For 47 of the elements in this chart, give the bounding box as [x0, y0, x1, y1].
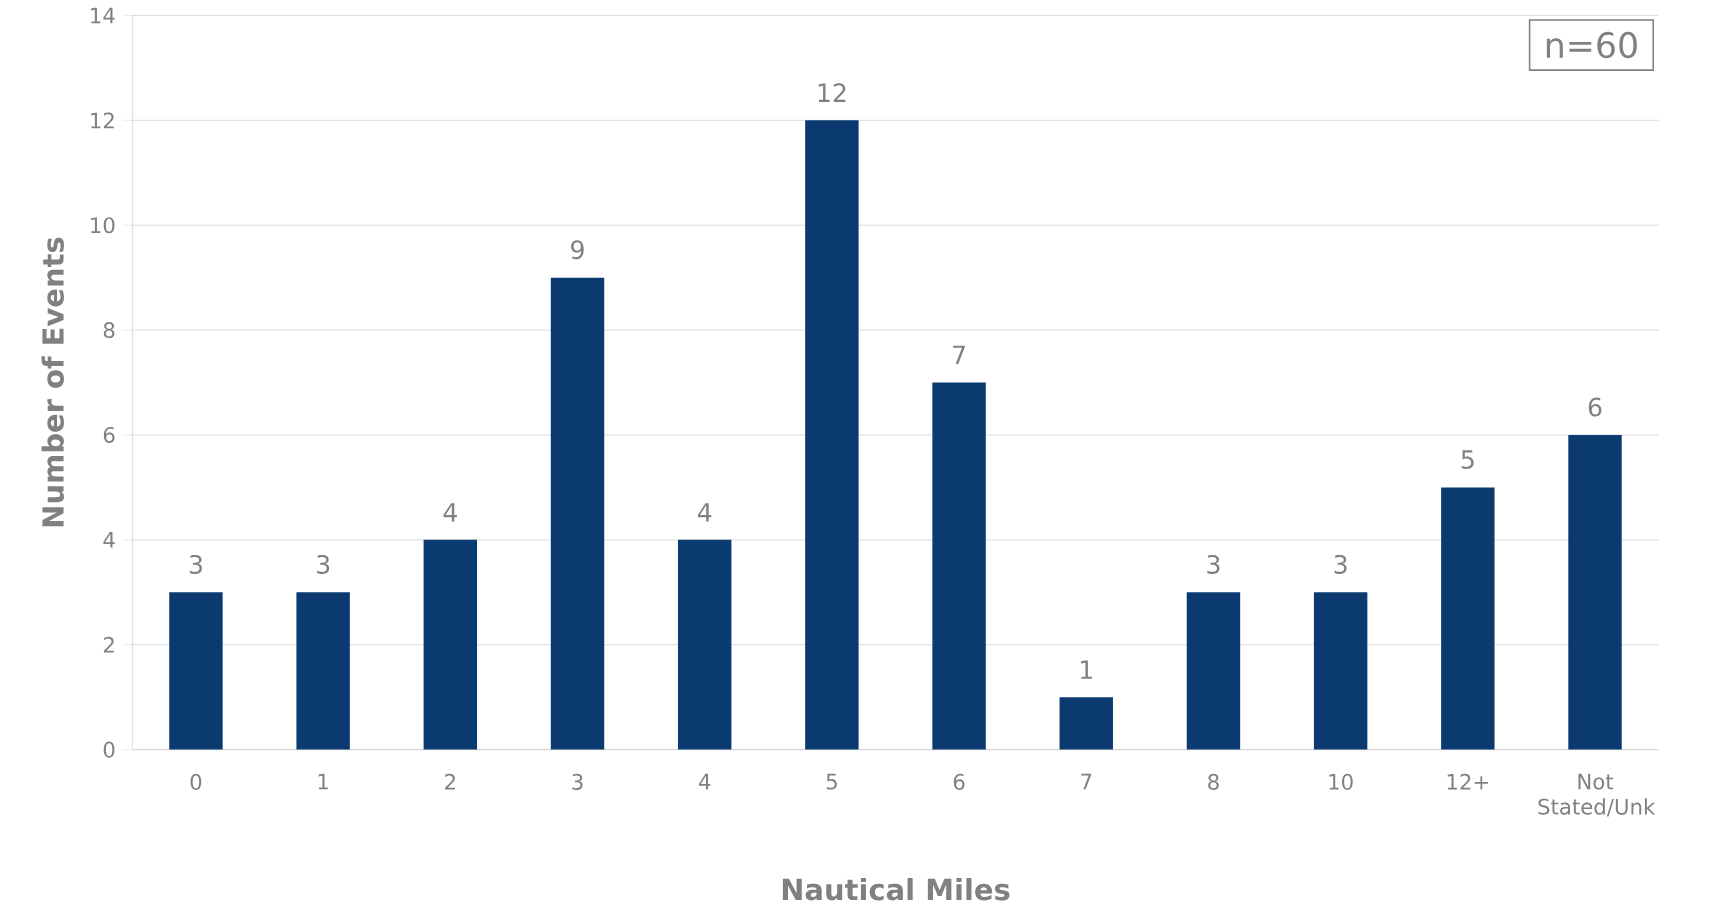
y-tick-label: 4 [103, 532, 115, 548]
y-tick-label: 14 [91, 7, 115, 24]
bar [677, 539, 732, 750]
bar [296, 592, 350, 750]
bar [423, 539, 478, 750]
bar [1568, 435, 1622, 750]
y-tick-label: 8 [103, 322, 115, 339]
x-tick-label: 10 [1329, 773, 1353, 790]
data-label: 9 [571, 240, 584, 260]
x-tick-label: 8 [1208, 773, 1219, 790]
bar [1441, 487, 1495, 750]
data-label: 3 [1207, 554, 1220, 574]
y-tick-label: 6 [103, 427, 115, 444]
x-tick-label: 5 [826, 773, 837, 790]
bar [550, 277, 605, 750]
x-tick-label: 7 [1081, 773, 1092, 790]
bar [169, 592, 223, 750]
y-axis-title: Number of Events [41, 237, 64, 527]
data-label: 4 [443, 503, 457, 522]
data-label: 3 [317, 554, 330, 574]
y-tick-label: 12 [91, 112, 114, 129]
data-label: 3 [189, 554, 202, 574]
x-tick-label: 12+ [1447, 773, 1488, 790]
x-tick-label: 6 [953, 773, 965, 790]
bar [1313, 592, 1368, 750]
bar [932, 382, 986, 750]
x-tick-label: 0 [190, 773, 202, 790]
data-label: 1 [1081, 660, 1092, 679]
y-tick-label: 0 [103, 741, 115, 758]
x-axis-title: Nautical Miles [782, 878, 1010, 901]
data-label: 4 [697, 503, 712, 522]
data-label: 5 [1461, 450, 1474, 470]
annotation: n=60 [1546, 31, 1637, 59]
x-tick-label: 4 [698, 773, 711, 790]
bar [1186, 592, 1241, 750]
data-label: 6 [1588, 397, 1602, 417]
data-label: 7 [953, 345, 965, 365]
x-tick-label: 1 [318, 773, 328, 790]
data-label: 3 [1334, 554, 1347, 574]
x-tick-label: 3 [572, 773, 583, 790]
bar [1059, 697, 1113, 750]
y-tick-label: 10 [91, 217, 115, 234]
data-label: 12 [818, 83, 846, 102]
x-tick-label: Not Stated/Unk [1538, 773, 1656, 817]
y-tick-label: 2 [103, 636, 114, 653]
x-tick-label: 2 [445, 773, 455, 790]
bar [805, 120, 859, 750]
